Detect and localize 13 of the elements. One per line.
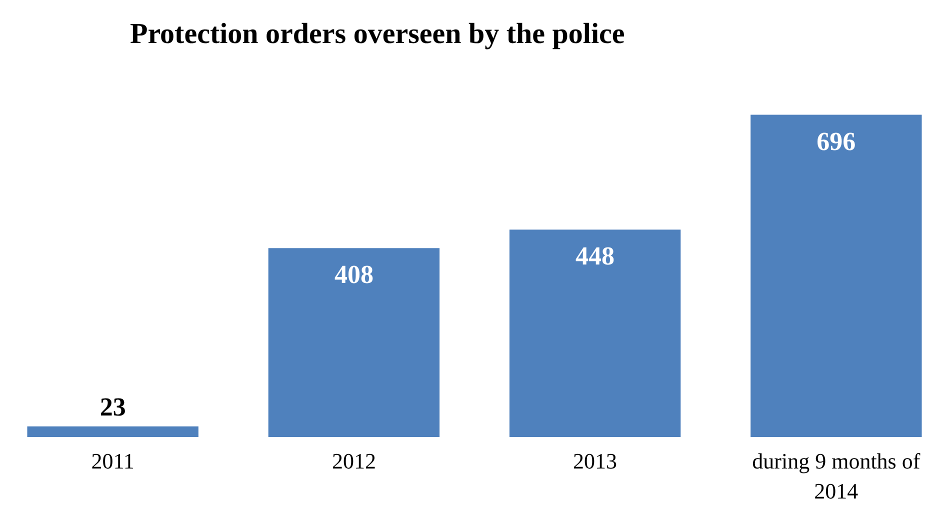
chart-title: Protection orders overseen by the police: [130, 18, 625, 50]
data-label: 408: [334, 260, 374, 290]
data-label: 448: [576, 242, 615, 271]
x-tick-label: 2012: [332, 448, 376, 474]
bar: [27, 426, 198, 437]
x-tick-label: 2013: [573, 448, 618, 474]
x-tick-label: during 9 months of 2014: [752, 448, 921, 504]
bar: [268, 248, 440, 437]
data-label: 23: [100, 392, 126, 422]
x-tick-label: 2011: [91, 448, 134, 474]
bar: [509, 230, 681, 437]
data-label: 696: [816, 126, 856, 156]
bar: [750, 114, 922, 437]
